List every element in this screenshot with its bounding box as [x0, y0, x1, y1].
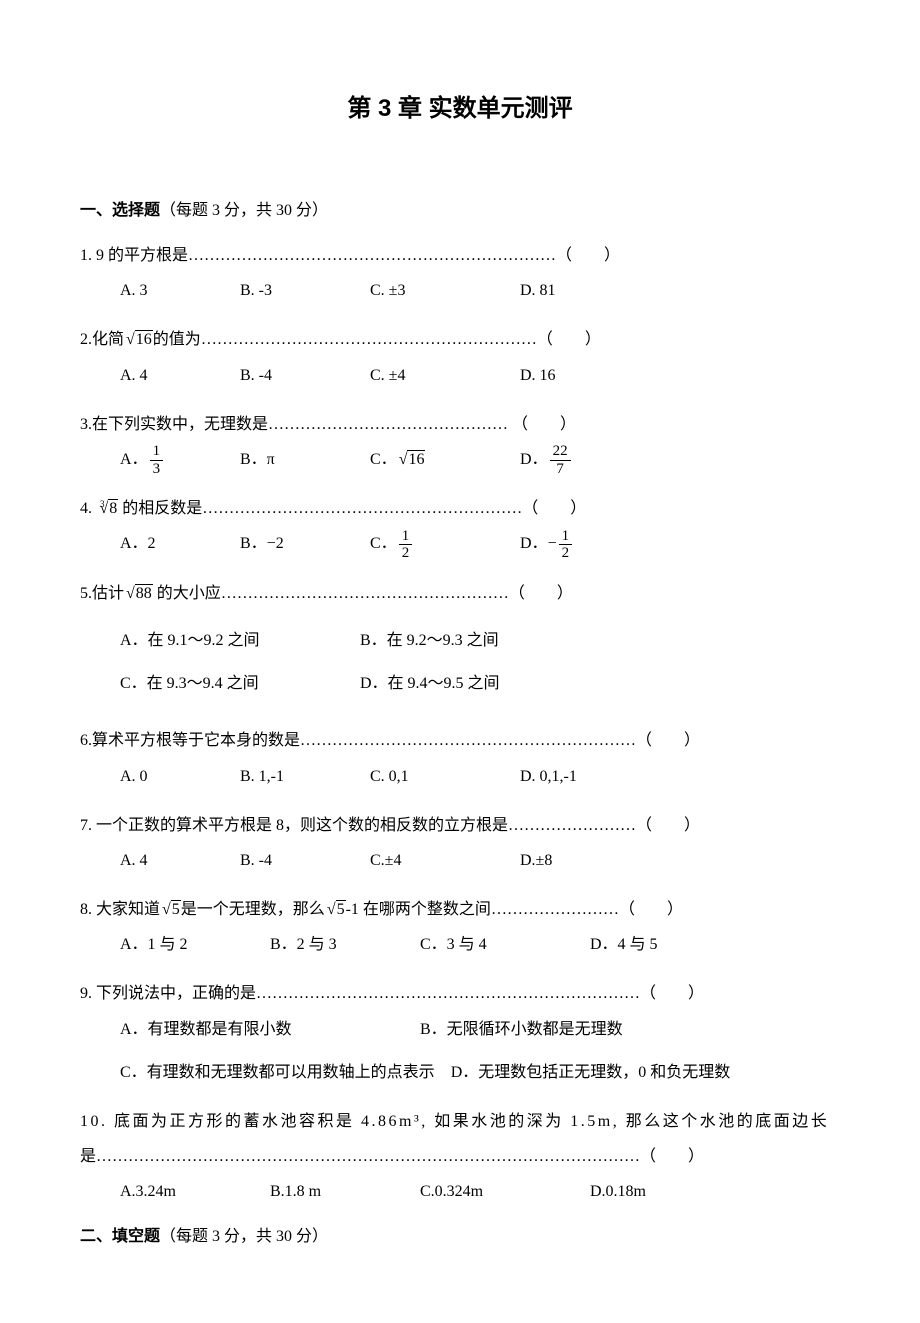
- q9-options: A．有理数都是有限小数 B．无限循环小数都是无理数 C．有理数和无理数都可以用数…: [80, 1012, 840, 1090]
- q2-option-c: C. ±4: [370, 358, 500, 393]
- q1-options: A. 3 B. -3 C. ±3 D. 81: [80, 273, 840, 308]
- fraction-icon: 13: [150, 443, 164, 477]
- sqrt-icon: 16: [397, 442, 426, 477]
- question-6: 6.算术平方根等于它本身的数是………………………………………………………（ ） …: [80, 723, 840, 793]
- q1-option-c: C. ±3: [370, 273, 500, 308]
- q8-option-c: C．3 与 4: [420, 927, 570, 962]
- q10-option-b: B.1.8 m: [270, 1174, 400, 1209]
- q9-option-d: D．无理数包括正无理数，0 和负无理数: [451, 1055, 731, 1090]
- sqrt-icon: 16: [124, 322, 153, 357]
- q10-text-2: 是…………………………………………………………………………………………（ ）: [80, 1139, 840, 1174]
- q3-options: A．13 B．π C．16 D．227: [80, 442, 840, 477]
- q10-options: A.3.24m B.1.8 m C.0.324m D.0.18m: [80, 1174, 840, 1209]
- q7-text: 7. 一个正数的算术平方根是 8，则这个数的相反数的立方根是……………………（ …: [80, 808, 840, 843]
- q8-options: A．1 与 2 B．2 与 3 C．3 与 4 D．4 与 5: [80, 927, 840, 962]
- q2-text: 2.化简16的值为………………………………………………………（ ）: [80, 322, 840, 357]
- sqrt-icon: 5: [325, 892, 346, 927]
- q6-options: A. 0 B. 1,-1 C. 0,1 D. 0,1,-1: [80, 759, 840, 794]
- q10-option-d: D.0.18m: [590, 1174, 646, 1209]
- q9-text: 9. 下列说法中，正确的是………………………………………………………………（ ）: [80, 976, 840, 1011]
- q1-text: 1. 9 的平方根是……………………………………………………………（ ）: [80, 238, 840, 273]
- q4-options: A．2 B．−2 C．12 D．−12: [80, 526, 840, 561]
- q10-option-a: A.3.24m: [120, 1174, 250, 1209]
- question-7: 7. 一个正数的算术平方根是 8，则这个数的相反数的立方根是……………………（ …: [80, 808, 840, 878]
- q1-option-a: A. 3: [120, 273, 220, 308]
- sqrt-icon: 5: [160, 892, 181, 927]
- q5-option-c: C．在 9.3～9.4 之间: [120, 666, 340, 701]
- q7-option-d: D.±8: [520, 843, 620, 878]
- section-2-points: （每题 3 分，共 30 分）: [160, 1228, 328, 1245]
- q6-option-c: C. 0,1: [370, 759, 500, 794]
- question-8: 8. 大家知道5是一个无理数，那么5-1 在哪两个整数之间……………………（ ）…: [80, 892, 840, 962]
- q4-option-c: C．12: [370, 526, 500, 561]
- q2-options: A. 4 B. -4 C. ±4 D. 16: [80, 358, 840, 393]
- q4-option-a: A．2: [120, 526, 220, 561]
- q8-text: 8. 大家知道5是一个无理数，那么5-1 在哪两个整数之间……………………（ ）: [80, 892, 840, 927]
- q7-option-b: B. -4: [240, 843, 350, 878]
- cbrt-icon: 38: [96, 491, 118, 526]
- fraction-icon: 12: [399, 528, 413, 562]
- question-5: 5.估计88 的大小应………………………………………………（ ） A．在 9.1…: [80, 576, 840, 710]
- q3-option-a: A．13: [120, 442, 220, 477]
- q2-option-b: B. -4: [240, 358, 350, 393]
- q8-option-d: D．4 与 5: [590, 927, 658, 962]
- q5-options-2: C．在 9.3～9.4 之间 D．在 9.4～9.5 之间: [80, 666, 840, 709]
- q1-option-b: B. -3: [240, 273, 350, 308]
- question-4: 4. 38 的相反数是……………………………………………………（ ） A．2 B…: [80, 491, 840, 562]
- page-title: 第 3 章 实数单元测评: [80, 90, 840, 128]
- question-2: 2.化简16的值为………………………………………………………（ ） A. 4 B…: [80, 322, 840, 392]
- q7-option-c: C.±4: [370, 843, 500, 878]
- section-1-label: 一、选择题: [80, 202, 160, 219]
- section-2-header: 二、填空题（每题 3 分，共 30 分）: [80, 1224, 840, 1250]
- q6-option-d: D. 0,1,-1: [520, 759, 620, 794]
- question-10: 10. 底面为正方形的蓄水池容积是 4.86m³, 如果水池的深为 1.5m, …: [80, 1104, 840, 1210]
- q3-option-c: C．16: [370, 442, 500, 477]
- q4-text: 4. 38 的相反数是……………………………………………………（ ）: [80, 491, 840, 526]
- q5-option-d: D．在 9.4～9.5 之间: [360, 666, 580, 701]
- q7-options: A. 4 B. -4 C.±4 D.±8: [80, 843, 840, 878]
- q5-options: A．在 9.1～9.2 之间 B．在 9.2～9.3 之间: [80, 623, 840, 666]
- q3-option-d: D．227: [520, 442, 620, 477]
- q8-option-a: A．1 与 2: [120, 927, 250, 962]
- sqrt-icon: 88: [124, 576, 153, 611]
- q1-option-d: D. 81: [520, 273, 620, 308]
- section-1-points: （每题 3 分，共 30 分）: [160, 202, 328, 219]
- q3-option-b: B．π: [240, 442, 350, 477]
- q3-text: 3.在下列实数中，无理数是……………………………………… （ ）: [80, 407, 840, 442]
- q6-option-a: A. 0: [120, 759, 220, 794]
- q2-option-a: A. 4: [120, 358, 220, 393]
- q10-option-c: C.0.324m: [420, 1174, 570, 1209]
- question-1: 1. 9 的平方根是……………………………………………………………（ ） A. …: [80, 238, 840, 308]
- q9-option-c: C．有理数和无理数都可以用数轴上的点表示: [120, 1055, 435, 1090]
- q8-option-b: B．2 与 3: [270, 927, 400, 962]
- q7-option-a: A. 4: [120, 843, 220, 878]
- q6-text: 6.算术平方根等于它本身的数是………………………………………………………（ ）: [80, 723, 840, 758]
- q9-option-b: B．无限循环小数都是无理数: [420, 1012, 623, 1047]
- question-3: 3.在下列实数中，无理数是……………………………………… （ ） A．13 B．…: [80, 407, 840, 478]
- q5-option-a: A．在 9.1～9.2 之间: [120, 623, 340, 658]
- q9-option-a: A．有理数都是有限小数: [120, 1012, 420, 1047]
- section-1-header: 一、选择题（每题 3 分，共 30 分）: [80, 198, 840, 224]
- question-9: 9. 下列说法中，正确的是………………………………………………………………（ ）…: [80, 976, 840, 1090]
- section-2-label: 二、填空题: [80, 1228, 160, 1245]
- fraction-icon: 12: [559, 528, 573, 562]
- q4-option-b: B．−2: [240, 526, 350, 561]
- q2-option-d: D. 16: [520, 358, 620, 393]
- q5-option-b: B．在 9.2～9.3 之间: [360, 623, 580, 658]
- q4-option-d: D．−12: [520, 526, 620, 561]
- fraction-icon: 227: [550, 443, 571, 477]
- q10-text: 10. 底面为正方形的蓄水池容积是 4.86m³, 如果水池的深为 1.5m, …: [80, 1104, 840, 1139]
- q6-option-b: B. 1,-1: [240, 759, 350, 794]
- q5-text: 5.估计88 的大小应………………………………………………（ ）: [80, 576, 840, 611]
